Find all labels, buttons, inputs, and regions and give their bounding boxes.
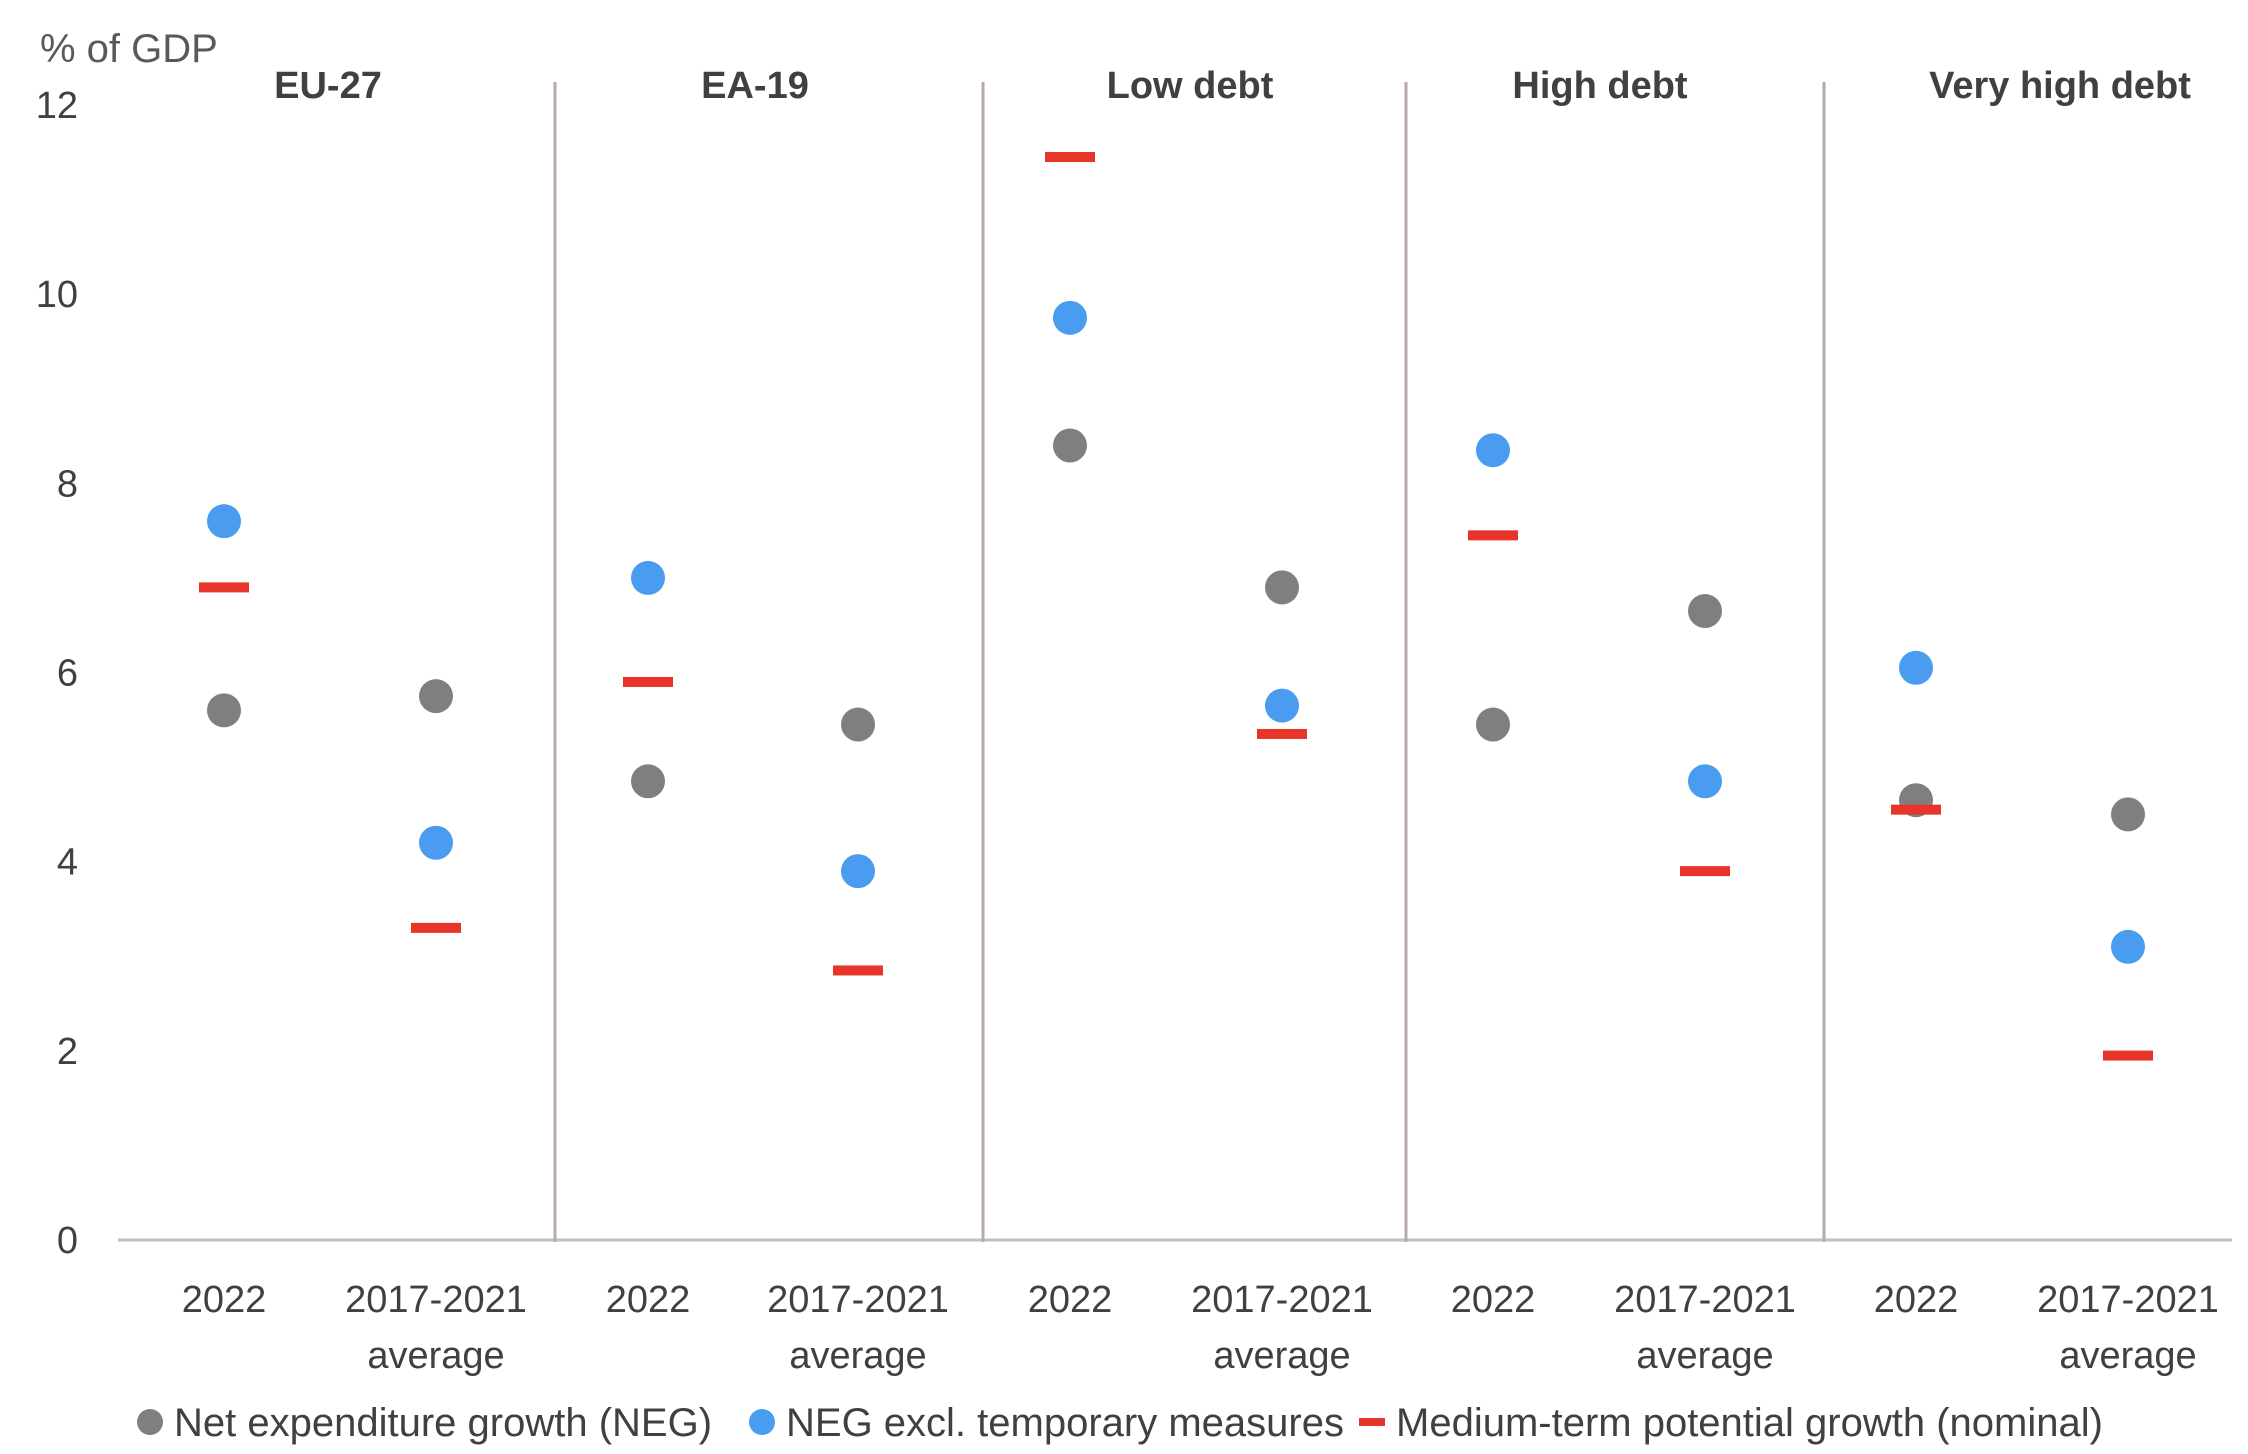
data-point bbox=[1265, 688, 1299, 723]
x-tick-label: 2017-2021 bbox=[1614, 1279, 1796, 1321]
data-point bbox=[207, 504, 241, 539]
x-tick-label: 2022 bbox=[1874, 1279, 1959, 1321]
data-point bbox=[207, 693, 241, 728]
legend-label: NEG excl. temporary measures bbox=[786, 1401, 1344, 1445]
data-point bbox=[841, 854, 875, 889]
potential-growth-dash bbox=[411, 922, 461, 933]
x-tick-label: 2022 bbox=[182, 1279, 267, 1321]
group-title: EU-27 bbox=[274, 65, 382, 107]
data-point bbox=[841, 707, 875, 742]
y-tick-labels: 0 2 4 6 8 10 12 bbox=[36, 85, 78, 1262]
y-tick-label: 8 bbox=[57, 463, 78, 505]
x-tick-labels: 2022 2017-2021 average 2022 2017-2021 average… bbox=[182, 1279, 2219, 1377]
legend-marker bbox=[137, 1409, 163, 1435]
group-title: High debt bbox=[1512, 65, 1688, 107]
data-point bbox=[1476, 433, 1510, 468]
x-tick-label: 2017-2021 bbox=[345, 1279, 527, 1321]
potential-growth-dash bbox=[199, 582, 249, 593]
x-tick-label: average bbox=[2059, 1335, 2196, 1377]
legend-marker bbox=[1359, 1418, 1385, 1426]
y-tick-label: 0 bbox=[57, 1220, 78, 1262]
y-tick-label: 4 bbox=[57, 842, 78, 884]
group-title: Very high debt bbox=[1929, 65, 2191, 107]
legend-marker bbox=[749, 1409, 775, 1435]
x-tick-label: average bbox=[789, 1335, 926, 1377]
x-tick-label: average bbox=[1636, 1335, 1773, 1377]
x-tick-label: 2017-2021 bbox=[1191, 1279, 1373, 1321]
y-tick-label: 12 bbox=[36, 85, 78, 127]
potential-growth-dash bbox=[1680, 866, 1730, 877]
y-tick-label: 10 bbox=[36, 274, 78, 316]
data-point bbox=[2111, 929, 2145, 964]
legend: Net expenditure growth (NEG) NEG excl. te… bbox=[137, 1401, 2103, 1445]
legend-label: Net expenditure growth (NEG) bbox=[174, 1401, 712, 1445]
data-point bbox=[1053, 300, 1087, 335]
x-tick-label: average bbox=[367, 1335, 504, 1377]
potential-growth-dash bbox=[1891, 804, 1941, 815]
data-point bbox=[419, 679, 453, 714]
group-titles: EU-27 EA-19 Low debt High debt Very high deb… bbox=[274, 65, 2191, 107]
data-marks bbox=[199, 152, 2153, 1061]
x-tick-label: 2017-2021 bbox=[2037, 1279, 2219, 1321]
potential-growth-dash bbox=[833, 965, 883, 976]
x-tick-label: 2022 bbox=[1028, 1279, 1113, 1321]
data-point bbox=[1053, 428, 1087, 463]
x-tick-label: 2017-2021 bbox=[767, 1279, 949, 1321]
potential-growth-dash bbox=[1257, 728, 1307, 739]
data-point bbox=[1688, 764, 1722, 799]
x-tick-label: average bbox=[1213, 1335, 1350, 1377]
data-point bbox=[631, 764, 665, 799]
group-title: Low debt bbox=[1107, 65, 1274, 107]
x-tick-label: 2022 bbox=[606, 1279, 691, 1321]
data-point bbox=[1899, 650, 1933, 685]
group-title: EA-19 bbox=[701, 65, 809, 107]
x-tick-label: 2022 bbox=[1451, 1279, 1536, 1321]
potential-growth-dash bbox=[1045, 152, 1095, 163]
y-axis-title: % of GDP bbox=[40, 27, 218, 71]
data-point bbox=[1476, 707, 1510, 742]
legend-label: Medium-term potential growth (nominal) bbox=[1396, 1401, 2103, 1445]
data-point bbox=[631, 560, 665, 595]
data-point bbox=[2111, 797, 2145, 832]
data-point bbox=[1688, 594, 1722, 629]
potential-growth-dash bbox=[1468, 530, 1518, 541]
data-point bbox=[419, 825, 453, 860]
y-tick-label: 6 bbox=[57, 653, 78, 695]
data-point bbox=[1265, 570, 1299, 605]
potential-growth-dash bbox=[623, 676, 673, 687]
potential-growth-dash bbox=[2103, 1050, 2153, 1061]
y-tick-label: 2 bbox=[57, 1031, 78, 1073]
group-separators bbox=[553, 82, 1826, 1242]
